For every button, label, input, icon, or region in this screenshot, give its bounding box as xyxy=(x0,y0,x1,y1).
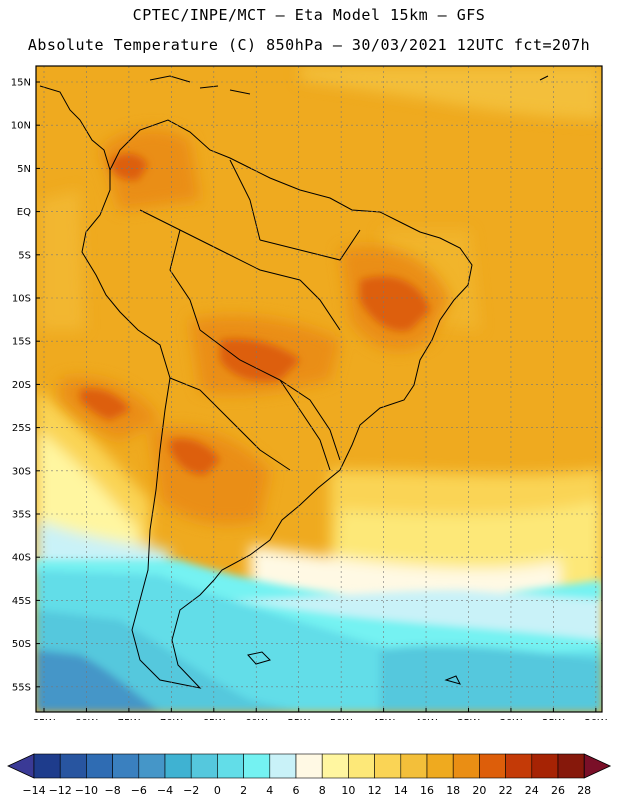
lat-label: 5N xyxy=(17,164,31,175)
colorbar-box xyxy=(33,753,61,779)
temperature-map: 15N 10N 5N EQ 5S 10S 15S 20S 25S 30S 35S 40S 45S 50S 5… xyxy=(11,65,608,720)
colorbar-labels: −14 −12 −10 −8 −6 −4 −2 0 2 4 6 8 10 12 14 16 18 20 22 24 26… xyxy=(22,784,591,797)
lat-label: 20S xyxy=(12,380,31,391)
colorbar-box xyxy=(190,753,218,779)
colorbar-label: −4 xyxy=(157,784,173,797)
lat-label: 10N xyxy=(11,121,31,132)
graticule xyxy=(36,66,602,712)
lat-label: 5S xyxy=(18,250,31,261)
colorbar-label: 0 xyxy=(214,784,221,797)
lon-label: 40W xyxy=(415,718,438,720)
caribbean-islands xyxy=(149,75,549,95)
longitude-axis: 85W 80W 75W 70W 65W 60W 55W 50W 45W 40W 35W 30W 25W 2… xyxy=(33,708,608,720)
lon-label: 55W xyxy=(287,718,310,720)
map-frame xyxy=(35,65,603,713)
colorbar-label: −12 xyxy=(49,784,72,797)
colorbar-label: 2 xyxy=(240,784,247,797)
colorbar-label: 14 xyxy=(394,784,408,797)
colorbar-label: −6 xyxy=(131,784,147,797)
lon-label: 45W xyxy=(372,718,395,720)
lat-label: EQ xyxy=(17,207,31,218)
temperature-field xyxy=(36,66,602,712)
colorbar-box xyxy=(138,753,166,779)
colorbar-box xyxy=(505,753,533,779)
colorbar-box xyxy=(269,753,297,779)
colorbar-box xyxy=(295,753,323,779)
coastline-borders xyxy=(39,75,549,689)
map-title-line2: Absolute Temperature (C) 850hPa – 30/03/… xyxy=(27,36,591,54)
lon-label: 50W xyxy=(330,718,353,720)
lat-label: 50S xyxy=(12,639,31,650)
colorbar-box xyxy=(426,753,454,779)
colorbar-label: 10 xyxy=(341,784,355,797)
colorbar-box xyxy=(321,753,349,779)
lon-label: 60W xyxy=(245,718,268,720)
colorbar-box xyxy=(400,753,428,779)
lat-label: 15S xyxy=(12,337,31,348)
lat-label: 15N xyxy=(11,78,31,89)
colorbar-box xyxy=(112,753,140,779)
colorbar-label: −2 xyxy=(183,784,199,797)
lon-label: 70W xyxy=(160,718,183,720)
colorbar-box xyxy=(374,753,402,779)
colorbar-label: 20 xyxy=(472,784,486,797)
colorbar-label: 18 xyxy=(446,784,460,797)
colorbar-box xyxy=(557,753,585,779)
colorbar-box xyxy=(452,753,480,779)
lon-label: 85W xyxy=(33,718,56,720)
lat-label: 55S xyxy=(12,682,31,693)
colorbar-box xyxy=(348,753,375,779)
colorbar-box xyxy=(59,753,87,779)
colorbar-box xyxy=(243,753,271,779)
colorbar-label: 22 xyxy=(499,784,513,797)
lon-label: 30W xyxy=(500,718,523,720)
colorbar-label: −10 xyxy=(75,784,98,797)
colorbar-box xyxy=(479,753,506,779)
colorbar-label: 24 xyxy=(525,784,539,797)
lon-label: 80W xyxy=(75,718,98,720)
temperature-colorbar: −14 −12 −10 −8 −6 −4 −2 0 2 4 6 8 10 12 14 16 18 20 22 24 26… xyxy=(7,753,612,797)
colorbar-label: 16 xyxy=(420,784,434,797)
colorbar-box xyxy=(217,753,244,779)
colorbar-box xyxy=(531,753,559,779)
colorbar-label: −8 xyxy=(104,784,120,797)
colorbar-over-arrow xyxy=(583,753,612,779)
falkland-islands xyxy=(247,651,461,685)
country-borders xyxy=(139,159,361,471)
lat-label: 25S xyxy=(12,423,31,434)
lat-label: 10S xyxy=(12,294,31,305)
map-title-line1: CPTEC/INPE/MCT – Eta Model 15km – GFS xyxy=(132,6,486,24)
central-america-coastline xyxy=(39,85,111,171)
colorbar-box xyxy=(86,753,113,779)
lon-label: 25W xyxy=(542,718,565,720)
lon-label: 20W xyxy=(585,718,608,720)
lat-label: 40S xyxy=(12,553,31,564)
colorbar-label: 8 xyxy=(319,784,326,797)
colorbar-label: 26 xyxy=(551,784,565,797)
colorbar-label: −14 xyxy=(22,784,45,797)
colorbar-boxes xyxy=(7,753,612,779)
colorbar-box xyxy=(164,753,192,779)
lat-label: 30S xyxy=(12,466,31,477)
colorbar-label: 4 xyxy=(266,784,273,797)
lon-label: 35W xyxy=(457,718,480,720)
colorbar-label: 12 xyxy=(368,784,382,797)
lat-label: 45S xyxy=(12,596,31,607)
colorbar-label: 28 xyxy=(577,784,591,797)
colorbar-label: 6 xyxy=(293,784,300,797)
south-america-coastline xyxy=(81,119,473,689)
lon-label: 75W xyxy=(118,718,141,720)
colorbar-under-arrow xyxy=(7,753,35,779)
lon-label: 65W xyxy=(202,718,225,720)
latitude-axis: 15N 10N 5N EQ 5S 10S 15S 20S 25S 30S 35S 40S 45S 50S 5… xyxy=(11,78,40,693)
lat-label: 35S xyxy=(12,510,31,521)
